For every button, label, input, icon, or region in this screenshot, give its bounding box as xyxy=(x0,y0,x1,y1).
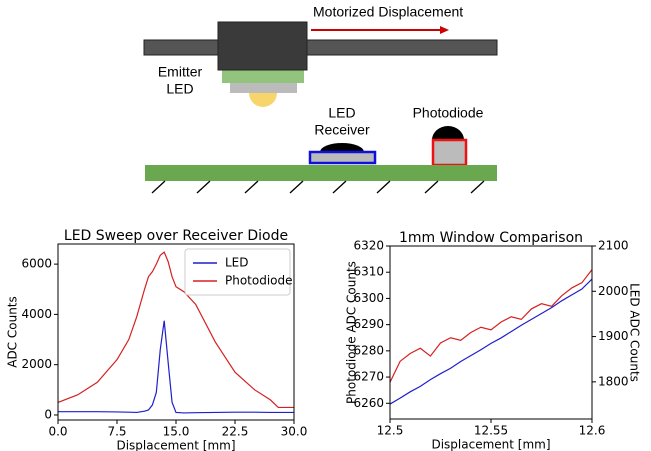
rail xyxy=(143,39,498,56)
emitter-label: Emitter xyxy=(158,64,203,80)
legend-label: Photodiode xyxy=(225,274,293,288)
y-tick-label: 6280 xyxy=(353,343,384,357)
chart-title: LED Sweep over Receiver Diode xyxy=(64,228,288,244)
y2-tick-label: 2100 xyxy=(598,239,629,253)
x-tick-label: 12.6 xyxy=(579,424,606,438)
x-tick-label: 22.5 xyxy=(222,425,249,439)
legend-label: LED xyxy=(225,256,249,270)
y-axis-label: ADC Counts xyxy=(6,296,20,368)
y2-tick-label: 2000 xyxy=(598,284,629,298)
data-line xyxy=(58,320,294,414)
y2-tick-label: 1800 xyxy=(598,374,629,388)
y-tick-label: 2000 xyxy=(21,357,52,371)
y-tick-label: 6270 xyxy=(353,370,384,384)
x-axis-label: Displacement [mm] xyxy=(431,438,550,451)
data-line xyxy=(389,278,593,405)
emitter-board xyxy=(222,70,304,83)
y2-tick-label: 1900 xyxy=(598,329,629,343)
receiver-label: LED xyxy=(328,105,355,121)
x-tick-label: 15.0 xyxy=(163,425,190,439)
y-tick-label: 6260 xyxy=(353,396,384,410)
x-tick-label: 30.0 xyxy=(281,425,308,439)
carriage xyxy=(217,21,308,71)
x-tick-label: 0.0 xyxy=(48,425,67,439)
y-tick-label: 4000 xyxy=(21,307,52,321)
chart-title: 1mm Window Comparison xyxy=(399,230,583,246)
x-tick-label: 12.5 xyxy=(377,424,404,438)
y-tick-label: 6000 xyxy=(21,257,52,271)
y-tick-label: 6290 xyxy=(353,317,384,331)
y-tick-label: 6300 xyxy=(353,291,384,305)
photodiode xyxy=(431,138,468,167)
diagram: Motorized Displacement Emitter LED LED R… xyxy=(143,4,498,194)
y2-axis-label: LED ADC Counts xyxy=(628,283,642,382)
receiver-dome xyxy=(320,143,364,152)
data-line xyxy=(389,269,593,383)
board xyxy=(145,165,497,181)
receiver-label: Receiver xyxy=(314,122,370,138)
plot-frame xyxy=(389,245,593,420)
y-tick-label: 6310 xyxy=(353,265,384,279)
y-tick-label: 0 xyxy=(44,407,52,421)
x-tick-label: 7.5 xyxy=(107,425,126,439)
x-axis-label: Displacement [mm] xyxy=(116,439,235,451)
led-receiver xyxy=(308,150,377,165)
y-axis-label: Photodiode ADC Counts xyxy=(345,261,359,404)
ground-hatch xyxy=(151,180,485,194)
photodiode-label: Photodiode xyxy=(413,105,484,121)
emitter-label: LED xyxy=(166,81,193,97)
data-line xyxy=(57,251,294,409)
y-tick-label: 6320 xyxy=(353,239,384,253)
legend-box xyxy=(184,248,291,296)
photodiode-dome xyxy=(432,126,464,140)
x-tick-label: 12.55 xyxy=(474,424,508,438)
arrow-head xyxy=(440,26,449,34)
arrow-label: Motorized Displacement xyxy=(313,4,463,20)
led-base xyxy=(230,83,297,93)
